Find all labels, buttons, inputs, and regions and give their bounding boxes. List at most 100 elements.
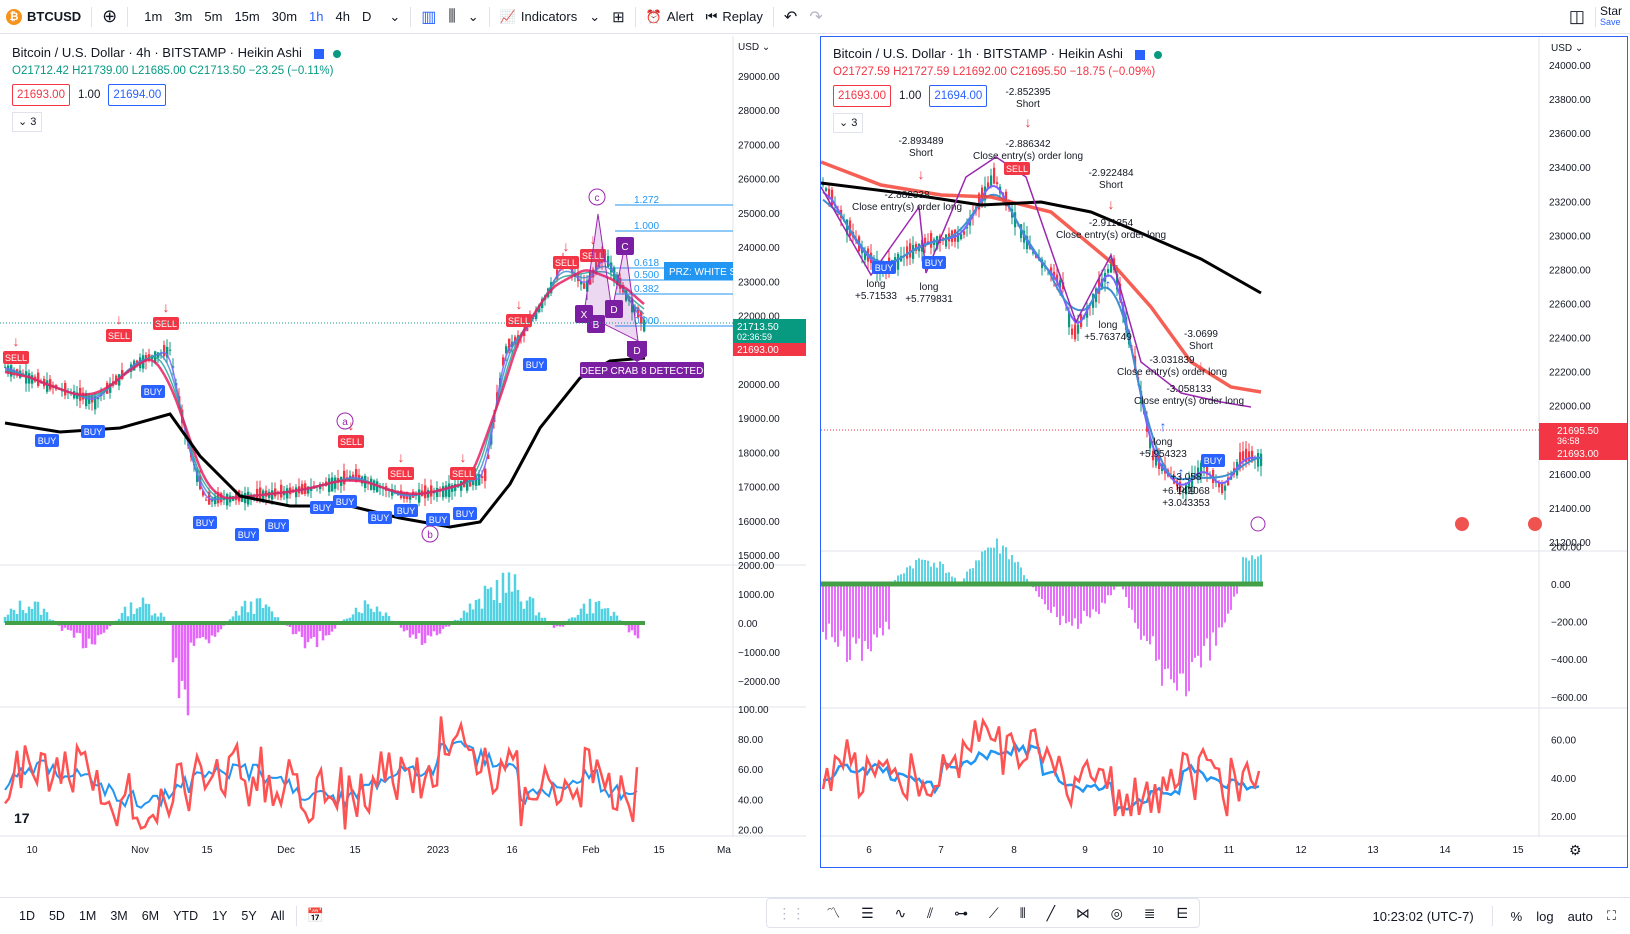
sell-arrow-icon: ↓ [116,311,123,327]
timeframe-4h[interactable]: 4h [335,9,350,24]
candle-body [1185,482,1188,495]
time-tick: 7 [938,845,944,856]
spiral-icon[interactable]: ◎ [1110,904,1123,921]
left-chart-canvas[interactable]: USD ⌄ 29000.00 28000.00 27000.00 26000.00 250… [0,36,806,868]
buy-signal-label: BUY [38,436,57,446]
right-quote-row: 21693.00 1.00 21694.00 [833,85,1162,107]
goto-date-icon[interactable]: 📅 [306,907,325,923]
split-layout-icon[interactable]: ◫ [1568,6,1585,26]
drag-handle-icon[interactable]: ⋮⋮ [777,904,806,921]
fib-retracement-icon[interactable]: ≣ [1143,904,1156,921]
right-ask-button[interactable]: 21694.00 [929,85,988,107]
range-5d[interactable]: 5D [48,908,65,923]
layout-icon[interactable]: ⊞ [612,8,625,26]
star-save-button[interactable]: Star Save [1599,3,1630,28]
clock: 10:23:02 (UTC-7) [1372,908,1474,924]
timeframe-15m[interactable]: 15m [234,9,260,24]
horizontal-lines-icon[interactable]: ☰ [861,904,874,921]
left-indicator-toggle[interactable]: ⌄ 3 [12,112,43,132]
osc-tick: 0.00 [1551,580,1571,591]
price-tick: 19000.00 [738,414,780,425]
right-chart-canvas[interactable]: USD ⌄ 24000.00 23800.00 23600.00 23400.00 232… [821,37,1627,867]
fullscreen-icon[interactable]: ⛶ [1606,908,1616,923]
sell-arrow-icon: ↓ [163,299,170,315]
timeframe-1h[interactable]: 1h [309,9,324,24]
range-5y[interactable]: 5Y [241,908,257,923]
indicators-label: Indicators [520,9,578,24]
candle-body [607,255,610,267]
candle-body [1227,477,1230,486]
time-tick: 16 [506,845,518,856]
candle-body [445,485,448,497]
right-chart-pane[interactable]: USD ⌄ 24000.00 23800.00 23600.00 23400.00 232… [820,36,1628,868]
sell-arrow-icon: ↓ [460,449,467,465]
undo-icon[interactable]: ↶ [783,8,798,26]
compare-plus-icon[interactable]: ⊕ [102,6,118,26]
range-all[interactable]: All [270,908,285,923]
candle-body [1074,324,1077,340]
buy-signal-label: BUY [336,497,355,507]
trade-annotation-line2: Short [909,148,933,159]
timeframe-3m[interactable]: 3m [174,9,193,24]
timeframe-1m[interactable]: 1m [144,9,163,24]
bitcoin-icon: ₿ [6,8,22,25]
time-tick: 9 [1082,845,1088,856]
fib-fan-icon[interactable]: ⫽ [927,904,934,921]
auto-toggle[interactable]: auto [1567,908,1593,924]
sell-signal-label: SELL [452,469,474,479]
wave-point-marker [421,525,439,543]
range-1d[interactable]: 1D [19,908,35,923]
timeframe-30m[interactable]: 30m [271,9,298,24]
indicators-button[interactable]: 📈 Indicators [494,0,584,34]
xabcd-pattern-icon[interactable]: ⋈ [1075,904,1090,921]
drawing-toolbar: ⋮⋮ 〽 ☰ ∿ ⫽ ⊶ ⟋ ⦀ ╱ ⋈ ◎ ≣ ⋿ [766,898,1200,928]
percent-toggle[interactable]: % [1510,908,1523,924]
left-chart-pane[interactable]: USD ⌄ 29000.00 28000.00 27000.00 26000.00 250… [0,36,806,868]
log-toggle[interactable]: log [1536,908,1554,924]
range-1m[interactable]: 1M [78,908,97,923]
settings-lines-icon[interactable]: ⋿ [1176,904,1189,921]
rsi-tick: 40.00 [1551,774,1576,785]
range-3m[interactable]: 3M [110,908,128,923]
sell-arrow-icon: ↓ [348,417,355,433]
trade-annotation-line1: long [867,279,886,290]
candle-body [286,488,289,499]
trade-annotation-line2: Close entry(s) order long [1056,230,1166,241]
horizontal-ray-icon[interactable]: ⊶ [954,904,969,921]
alert-label: Alert [666,9,694,24]
indicators-dropdown-icon[interactable]: ⌄ [589,8,601,24]
trendline-icon[interactable]: ╱ [1046,904,1055,921]
right-indicator-toggle[interactable]: ⌄ 3 [833,113,864,133]
divider [295,905,297,926]
redo-icon[interactable]: ↷ [809,8,823,26]
timeframe-dropdown-icon[interactable]: ⌄ [389,8,401,24]
candle-body [505,346,508,354]
bars-pattern-icon[interactable]: ⦀ [1019,904,1026,921]
bar-style-icon[interactable]: ▥ [421,8,437,26]
candle-body [262,490,265,502]
chart-type-dropdown-icon[interactable]: ⌄ [467,8,479,24]
alert-button[interactable]: ⏰ Alert [640,0,700,34]
star-label: Star [1599,3,1622,18]
fib-level-label: 1.000 [634,221,659,232]
left-bid-button[interactable]: 21693.00 [12,84,70,106]
symbol-search[interactable]: ₿ BTCUSD [0,0,87,34]
range-1y[interactable]: 1Y [212,908,228,923]
range-ytd[interactable]: YTD [173,908,199,923]
buy-signal-label: BUY [313,503,332,513]
indicators-icon: 📈 [499,8,516,24]
elliott-wave-icon[interactable]: ∿ [894,904,907,921]
path-icon[interactable]: ⟋ [988,904,999,921]
left-indicator-count: 3 [30,116,37,128]
timeframe-d[interactable]: D [361,9,372,24]
range-6m[interactable]: 6M [141,908,160,923]
trend-pattern-icon[interactable]: 〽 [826,905,841,921]
price-tick: 22600.00 [1549,300,1591,311]
candle-body [1152,450,1155,461]
chart-type-icon[interactable]: ⫼ [448,7,456,25]
left-ask-button[interactable]: 21694.00 [108,84,167,106]
right-bid-button[interactable]: 21693.00 [833,85,891,107]
price-tick: 22800.00 [1549,265,1591,276]
timeframe-5m[interactable]: 5m [204,9,223,24]
replay-button[interactable]: ⏮ Replay [700,0,769,34]
